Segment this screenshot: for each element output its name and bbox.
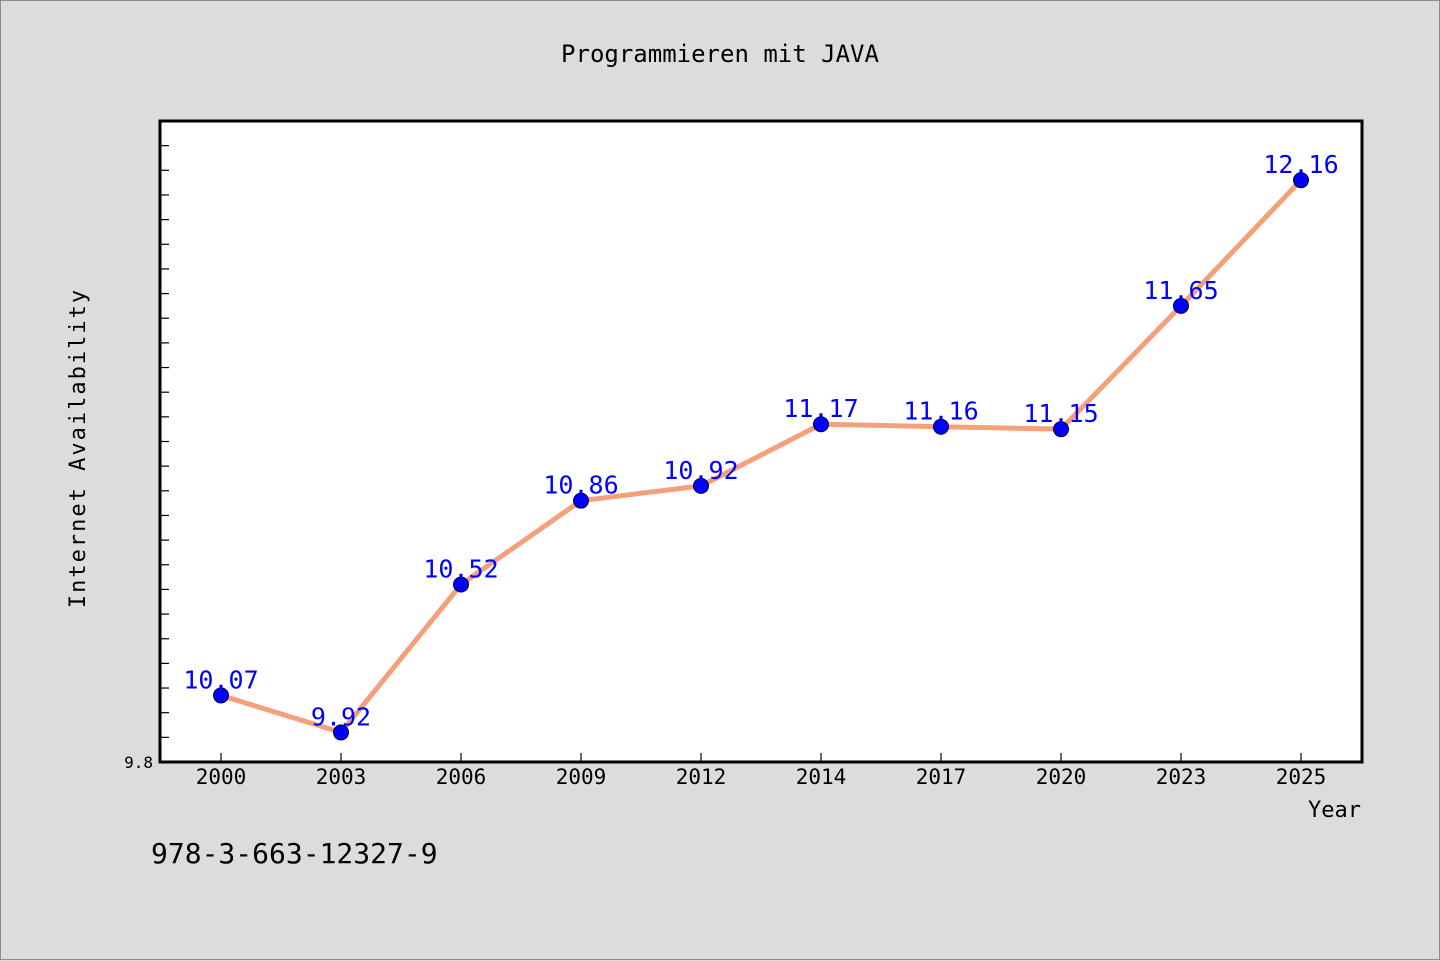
plot-area	[158, 119, 1364, 764]
x-axis-label: Year	[1308, 798, 1361, 823]
data-label-2025: 12.16	[1263, 150, 1338, 179]
data-point-2017	[933, 418, 949, 435]
x-tick-label-2020: 2020	[1036, 765, 1087, 789]
data-point-2000	[213, 687, 229, 704]
isbn-footer: 978-3-663-12327-9	[151, 837, 438, 870]
data-point-2009	[573, 492, 589, 509]
data-point-2012	[693, 477, 709, 494]
data-point-2014	[813, 416, 829, 433]
x-axis-tick-labels: 2000 2003 2006 2009 2012 2014 2017 2020 2023 2025	[196, 765, 1327, 789]
y-tick-label-min: 9.8	[124, 753, 153, 772]
y-axis-ticks	[160, 145, 169, 763]
data-point-2025	[1293, 172, 1309, 189]
data-point-2020	[1053, 421, 1069, 438]
x-tick-label-2023: 2023	[1156, 765, 1207, 789]
data-label-2020: 11.15	[1023, 399, 1098, 428]
x-axis-ticks	[220, 753, 1302, 762]
data-label-2003: 9.92	[311, 702, 371, 731]
data-label-2017: 11.16	[903, 397, 978, 426]
data-point-2006	[453, 576, 469, 593]
data-labels: 10.07 9.92 10.52 10.86 10.92 11.17 11.16 11.15 1…	[183, 150, 1338, 731]
x-tick-label-2003: 2003	[316, 765, 367, 789]
chart-title: Programmieren mit JAVA	[561, 40, 879, 68]
data-point-2003	[333, 724, 349, 741]
data-label-2006: 10.52	[423, 554, 498, 583]
series-markers	[213, 172, 1309, 741]
data-label-2000: 10.07	[183, 665, 258, 694]
x-tick-label-2009: 2009	[556, 765, 607, 789]
data-label-2009: 10.86	[543, 471, 618, 500]
x-tick-label-2014: 2014	[796, 765, 847, 789]
series-line	[218, 177, 1304, 735]
data-label-2014: 11.17	[783, 394, 858, 423]
data-label-2023: 11.65	[1143, 276, 1218, 305]
data-point-2023	[1173, 297, 1189, 314]
x-tick-label-2000: 2000	[196, 765, 247, 789]
x-tick-label-2012: 2012	[676, 765, 727, 789]
x-tick-label-2025: 2025	[1276, 765, 1327, 789]
x-tick-label-2017: 2017	[916, 765, 967, 789]
x-tick-label-2006: 2006	[436, 765, 487, 789]
y-axis-label: Internet Availability	[66, 288, 91, 608]
data-label-2012: 10.92	[663, 456, 738, 485]
